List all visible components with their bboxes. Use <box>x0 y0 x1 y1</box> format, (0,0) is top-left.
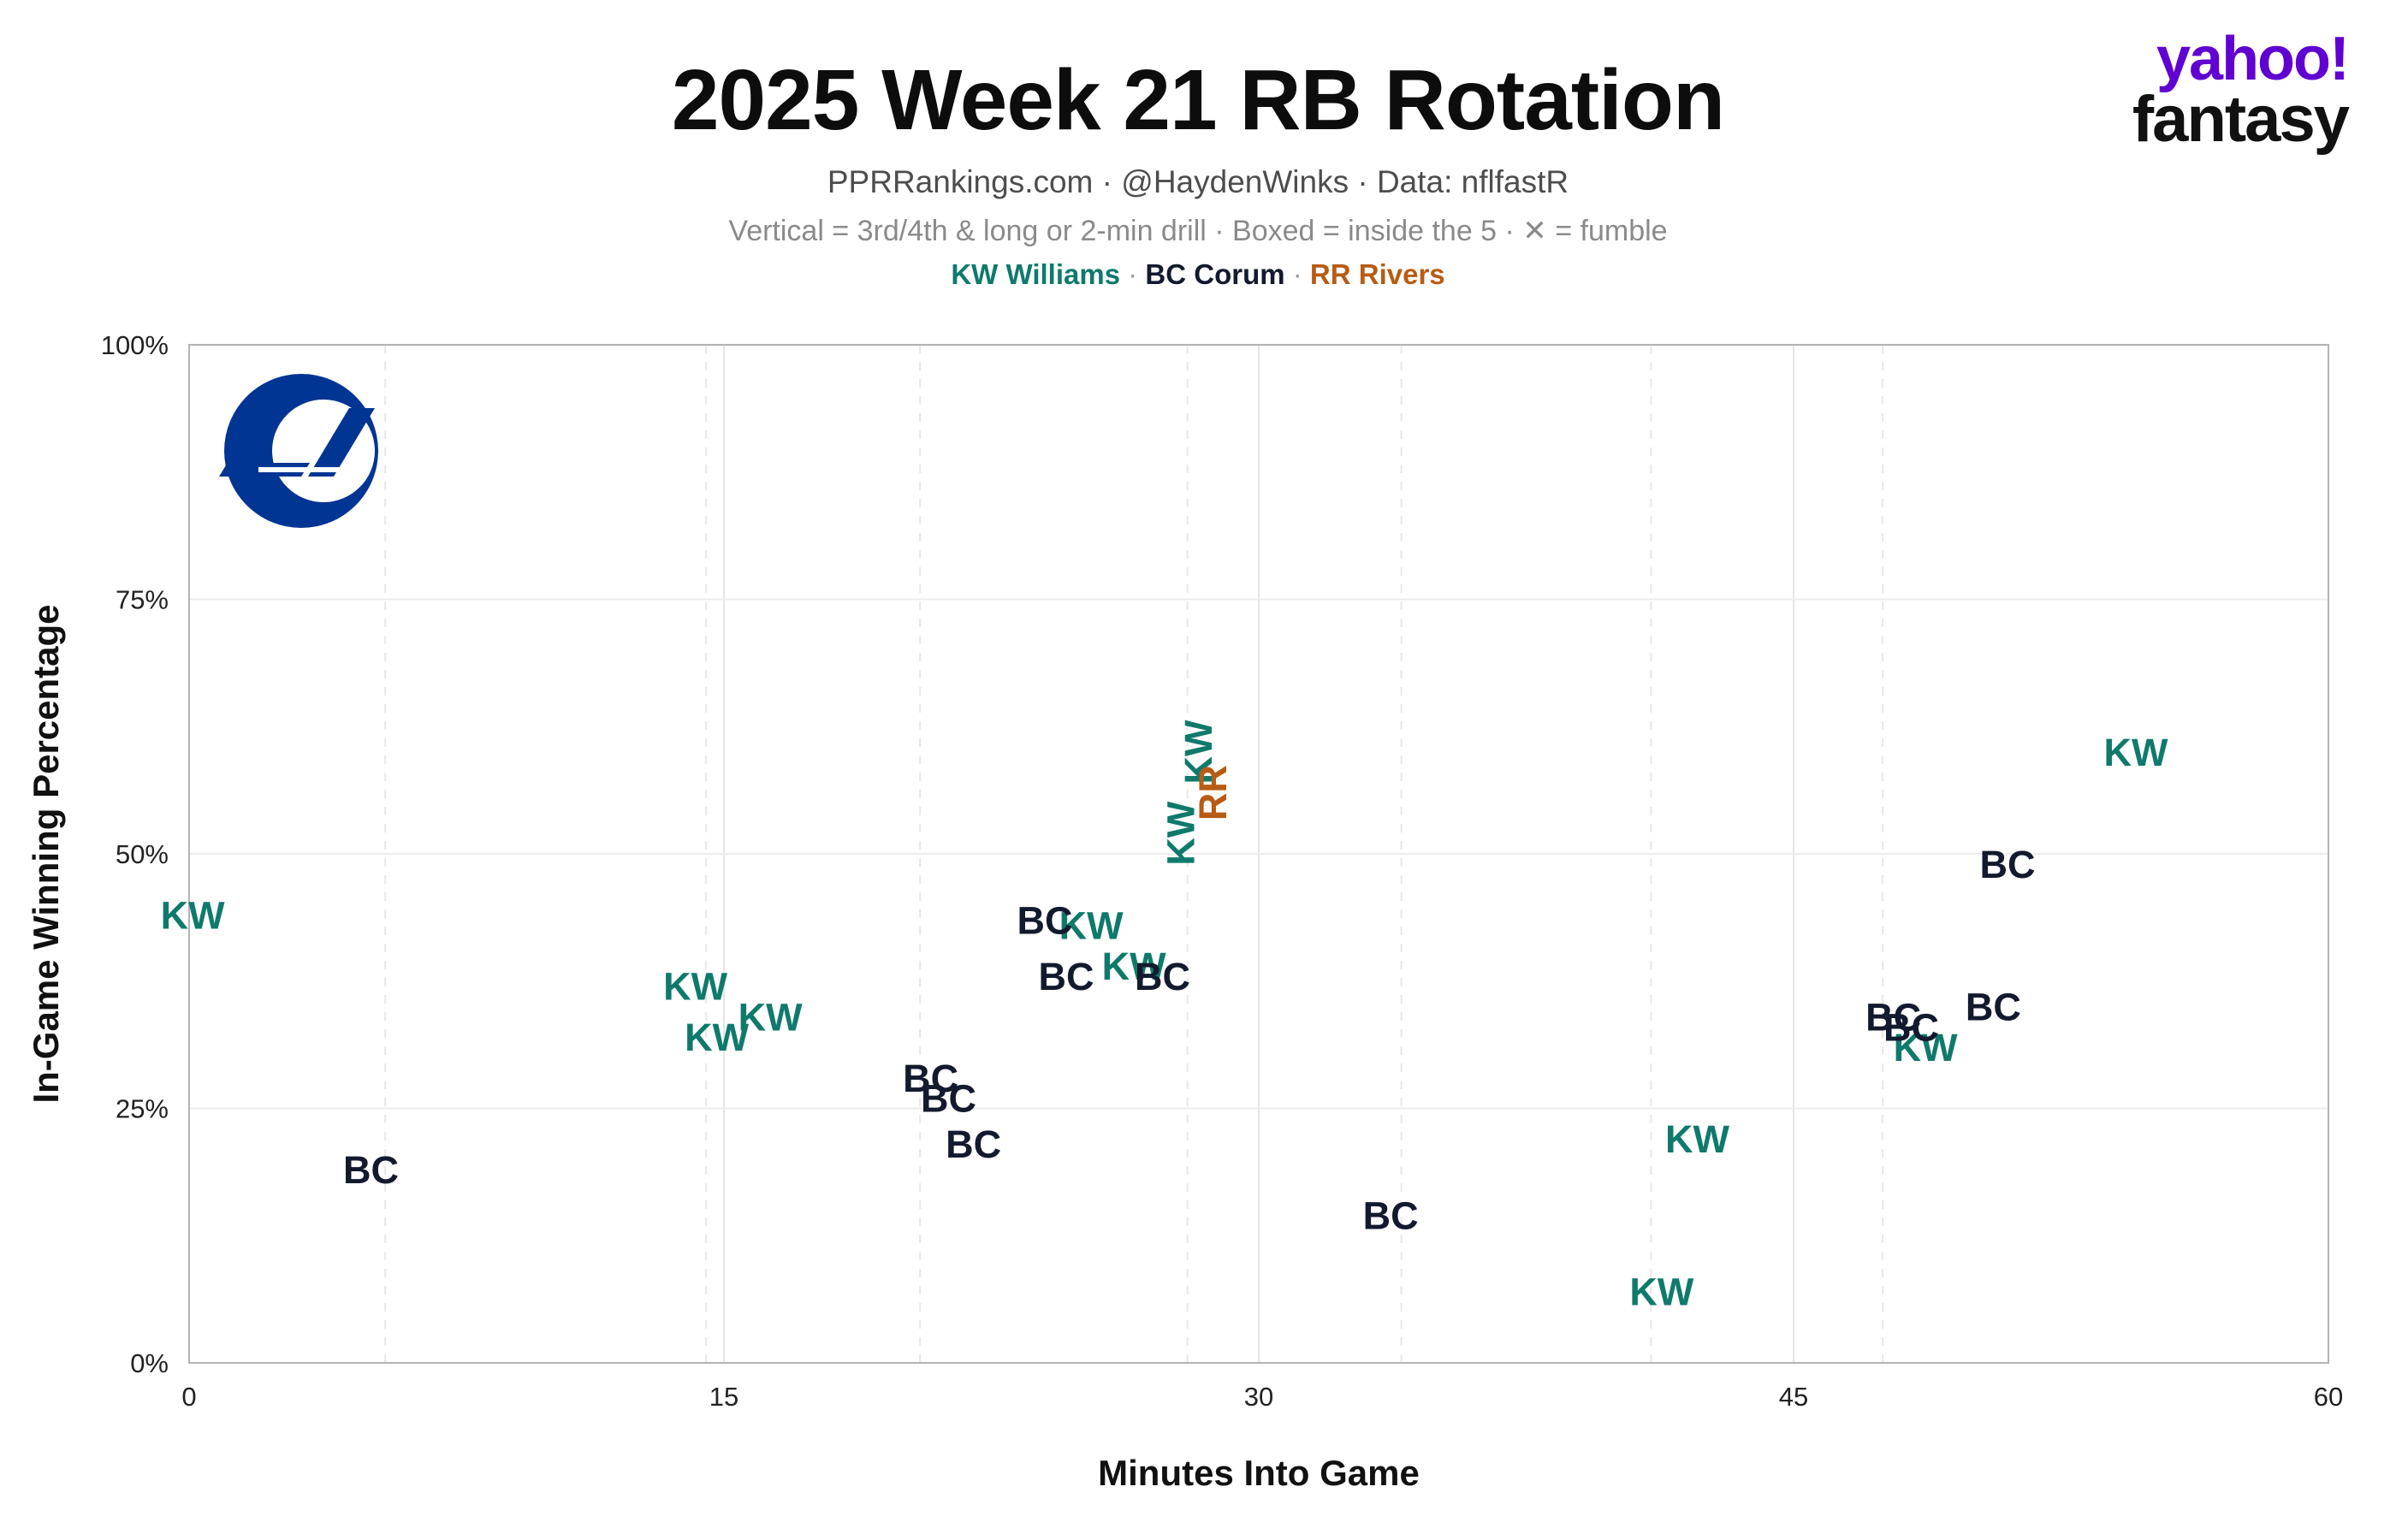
point-kw: KW <box>1894 1026 1958 1069</box>
x-tick-label: 60 <box>2314 1382 2343 1412</box>
x-tick-label: 45 <box>1779 1382 1808 1412</box>
y-tick-label: 75% <box>116 585 169 615</box>
rams-la-logo <box>219 374 378 528</box>
x-tick-label: 15 <box>709 1382 738 1412</box>
plot-area-border <box>188 344 2329 1364</box>
y-axis-label: In-Game Winning Percentage <box>26 604 66 1103</box>
x-tick-label: 0 <box>181 1382 196 1412</box>
point-bc: BC <box>1883 1005 1939 1049</box>
point-kw: KW <box>1629 1270 1693 1314</box>
x-axis-label: Minutes Into Game <box>1098 1453 1420 1493</box>
point-bc: BC <box>946 1122 1001 1166</box>
point-bc: BC <box>1363 1194 1419 1237</box>
point-bc: BC <box>1017 898 1073 942</box>
chart-note: Vertical = 3rd/4th & long or 2-min drill… <box>728 215 1668 247</box>
yahoo-fantasy-logo: yahoo! fantasy <box>2074 25 2350 156</box>
y-tick-label: 50% <box>116 839 169 869</box>
y-tick-label: 25% <box>116 1094 169 1124</box>
point-kw: KW <box>738 995 803 1039</box>
point-kw: KW <box>2104 731 2168 774</box>
point-bc: BC <box>903 1057 958 1100</box>
point-kw: KW <box>1159 801 1202 865</box>
point-kw: KW <box>1665 1117 1729 1161</box>
legend-separator: · <box>1128 258 1146 290</box>
legend-item-kw: KW Williams <box>951 258 1121 290</box>
point-bc: BC <box>1135 955 1190 998</box>
chart-title: 2025 Week 21 RB Rotation <box>671 52 1725 148</box>
point-kw: KW <box>161 893 225 937</box>
legend-separator: · <box>1292 258 1310 290</box>
yahoo-wordmark: yahoo! <box>2156 25 2350 93</box>
point-bc: BC <box>1980 843 2036 886</box>
legend: KW Williams · BC Corum · RR Rivers <box>0 258 2396 291</box>
point-bc: BC <box>921 1077 976 1121</box>
x-tick-label: 30 <box>1244 1382 1273 1412</box>
point-kw: KW <box>685 1016 749 1059</box>
point-kw: KW <box>1059 903 1124 947</box>
chart-subtitle: PPRRankings.com · @HaydenWinks · Data: n… <box>827 164 1569 199</box>
legend-item-bc: BC Corum <box>1145 258 1285 290</box>
point-rr: RR <box>1191 765 1235 820</box>
point-bc: BC <box>1039 955 1094 998</box>
point-kw: KW <box>1177 720 1220 784</box>
point-kw: KW <box>1102 945 1166 988</box>
fantasy-wordmark: fantasy <box>2132 83 2350 156</box>
point-kw: KW <box>663 965 727 1009</box>
legend-item-rr: RR Rivers <box>1309 258 1445 290</box>
y-tick-label: 0% <box>130 1348 169 1378</box>
point-bc: BC <box>343 1148 399 1192</box>
y-tick-label: 100% <box>101 330 169 360</box>
grid <box>189 345 2328 1363</box>
point-bc: BC <box>1865 995 1921 1039</box>
point-bc: BC <box>1966 986 2021 1029</box>
